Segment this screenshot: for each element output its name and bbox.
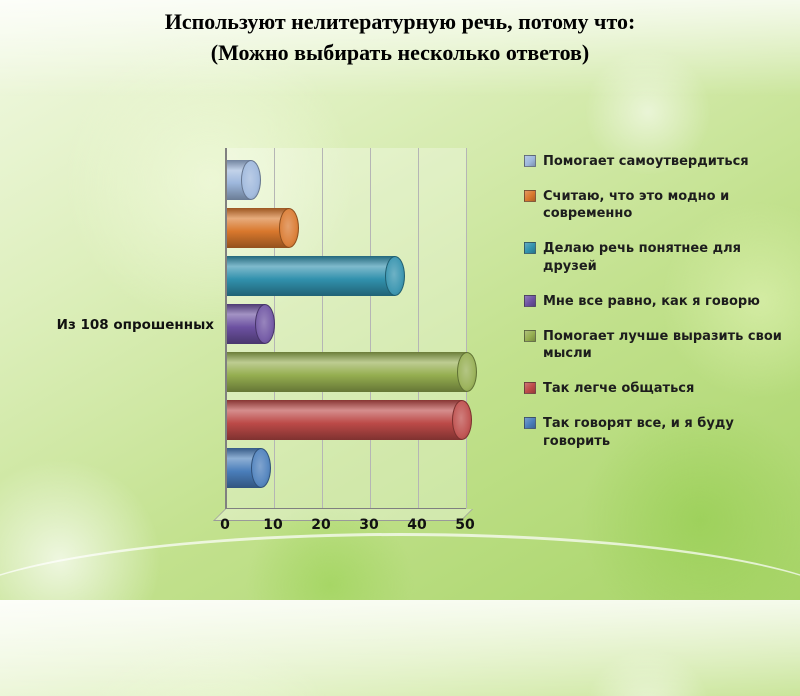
- x-tick-label: 30: [359, 517, 379, 533]
- legend-item-2: Считаю, что это модно и современно: [524, 188, 790, 222]
- legend-label: Так говорят все, и я буду говорить: [543, 416, 734, 449]
- plot-area: [225, 148, 477, 509]
- legend-label: Так легче общаться: [543, 381, 695, 397]
- legend-item-1: Помогает самоутвердиться: [524, 153, 790, 170]
- legend-label: Мне все равно, как я говорю: [543, 293, 760, 309]
- x-tick-label: 40: [407, 517, 427, 533]
- bar-7: [227, 448, 271, 488]
- legend-item-6: Так легче общаться: [524, 380, 790, 397]
- legend-item-3: Делаю речь понятнее для друзей: [524, 240, 790, 274]
- bar-3: [227, 256, 405, 296]
- legend-label: Делаю речь понятнее для друзей: [543, 241, 741, 274]
- x-axis-labels: 0 10 20 30 40 50: [220, 517, 485, 539]
- bar-cap: [241, 160, 261, 200]
- slide-title-line2: (Можно выбирать несколько ответов): [210, 40, 590, 66]
- x-tick-label: 50: [455, 517, 475, 533]
- gridline: [322, 148, 323, 508]
- x-tick-label: 20: [311, 517, 331, 533]
- gridline: [466, 148, 467, 508]
- legend-swatch: [524, 190, 536, 203]
- legend: Помогает самоутвердиться Считаю, что это …: [524, 153, 790, 468]
- bar-cap: [452, 400, 473, 440]
- legend-swatch: [524, 294, 536, 307]
- background-arc-decoration: [0, 533, 800, 696]
- bar-4: [227, 304, 276, 344]
- legend-label: Помогает лучше выразить свои мысли: [543, 328, 782, 362]
- legend-label: Считаю, что это модно и современно: [543, 189, 730, 222]
- gridline: [370, 148, 371, 508]
- slide-title: Используют нелитературную речь, потому ч…: [0, 6, 800, 68]
- legend-swatch: [524, 382, 536, 395]
- slide-title-line1: Используют нелитературную речь, потому ч…: [164, 9, 636, 34]
- x-tick-label: 0: [220, 517, 230, 533]
- bar-1: [227, 160, 261, 200]
- bar-cap: [250, 448, 271, 488]
- bar-2: [227, 208, 300, 248]
- legend-swatch: [524, 417, 536, 430]
- legend-item-7: Так говорят все, и я буду говорить: [524, 415, 790, 449]
- slide: { "slide": { "title_line1": "Используют …: [0, 0, 800, 600]
- bar-5: [227, 352, 477, 392]
- bar-cap: [279, 208, 300, 248]
- bar-cap: [457, 352, 477, 392]
- bar-cap: [385, 256, 405, 296]
- legend-item-5: Помогает лучше выразить свои мысли: [524, 328, 790, 362]
- legend-swatch: [524, 242, 536, 255]
- legend-label: Помогает самоутвердиться: [543, 154, 749, 169]
- gridline: [418, 148, 419, 508]
- legend-item-4: Мне все равно, как я говорю: [524, 293, 790, 310]
- bar-cap: [255, 304, 276, 344]
- legend-swatch: [524, 329, 536, 342]
- bar-6: [227, 400, 473, 440]
- category-label: Из 108 опрошенных: [56, 317, 214, 333]
- legend-swatch: [524, 155, 536, 167]
- x-tick-label: 10: [263, 517, 283, 533]
- gridline: [226, 148, 227, 508]
